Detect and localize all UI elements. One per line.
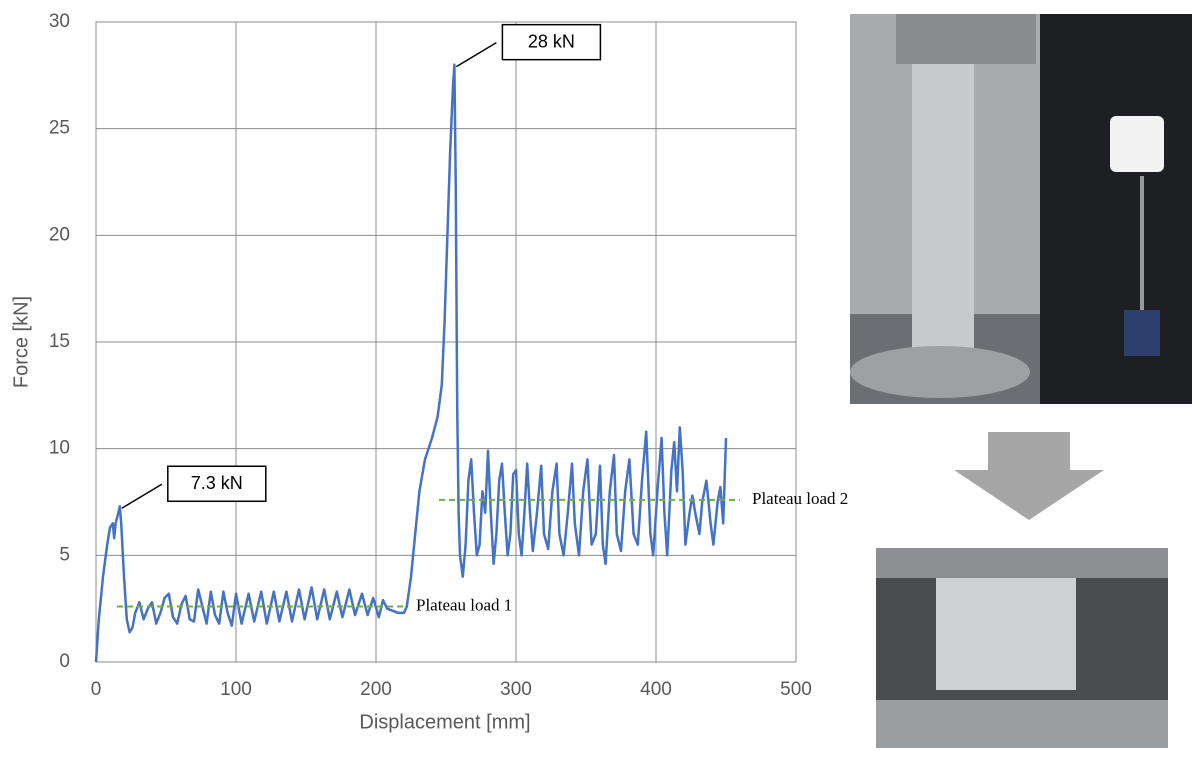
photo-tube: [912, 64, 974, 364]
x-tick-label: 500: [780, 679, 812, 700]
photo-after: [876, 548, 1168, 748]
x-tick-label: 0: [91, 679, 102, 700]
x-tick-label: 200: [360, 679, 392, 700]
y-tick-label: 20: [49, 224, 70, 245]
photo-backdrop: [1040, 14, 1192, 404]
photo-base: [876, 700, 1168, 748]
photo-before: [850, 14, 1192, 404]
plot-frame: [95, 21, 797, 663]
photo-timer: [1110, 116, 1164, 172]
annotation-leader: [456, 42, 497, 68]
annotation-text: 28 kN: [528, 31, 575, 51]
photo-press-top: [896, 14, 1036, 64]
y-tick-label: 0: [59, 651, 70, 672]
arrow: [954, 432, 1104, 520]
annotation-box: [167, 465, 267, 503]
x-axis-label: Displacement [mm]: [359, 711, 530, 733]
x-tick-label: 300: [500, 679, 532, 700]
photo-press-top: [876, 548, 1168, 578]
x-tick-label: 400: [640, 679, 672, 700]
annotation-leader: [121, 483, 163, 509]
photo-base: [850, 346, 1030, 398]
photo-crushed-tube: [936, 578, 1076, 690]
plateau-label: Plateau load 2: [752, 489, 848, 508]
annotation-text: 7.3 kN: [191, 473, 243, 493]
y-axis-label: Force [kN]: [10, 296, 32, 388]
photo-stand: [1124, 310, 1160, 356]
x-tick-label: 100: [220, 679, 252, 700]
data-line: [94, 63, 728, 663]
y-tick-label: 15: [49, 331, 70, 352]
photo-rod: [1140, 176, 1144, 310]
y-tick-label: 5: [59, 544, 70, 565]
y-tick-label: 10: [49, 438, 70, 459]
y-tick-label: 25: [49, 118, 70, 139]
plateau-label: Plateau load 1: [416, 595, 512, 614]
annotation-box: [501, 23, 602, 61]
y-tick-label: 30: [49, 11, 70, 32]
